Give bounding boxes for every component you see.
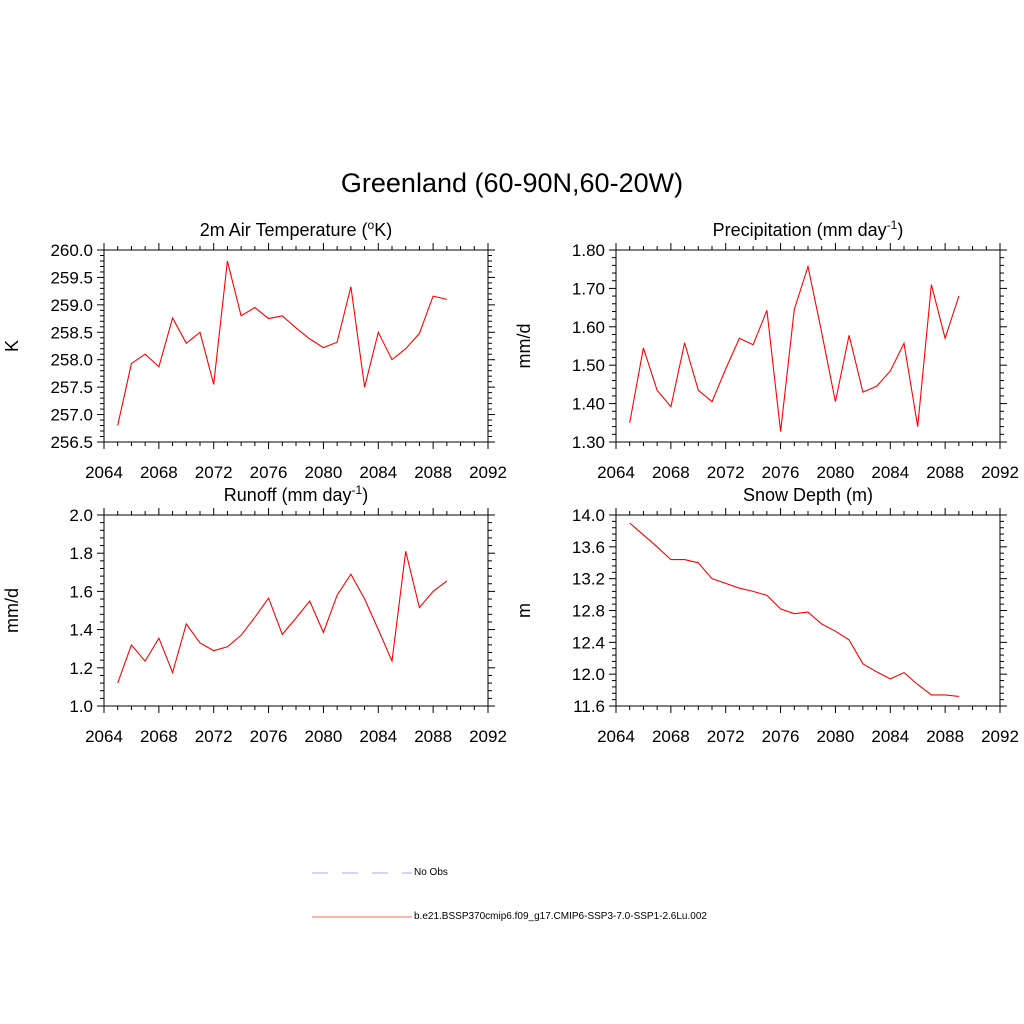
x-tick-label: 2064: [597, 727, 635, 746]
x-tick-label: 2092: [981, 463, 1019, 482]
x-tick-label: 2064: [85, 727, 123, 746]
x-tick-label: 2080: [817, 463, 855, 482]
y-tick-label: 259.0: [50, 296, 93, 315]
panel-1: 2064 2068 2072 2076 2080 2084 2088 2092 1.30 1.40…: [514, 218, 1019, 482]
x-tick-label: 2088: [414, 463, 452, 482]
x-tick-label: 2068: [652, 463, 690, 482]
x-tick-label: 2084: [359, 463, 397, 482]
x-tick-label: 2084: [359, 727, 397, 746]
x-tick-label: 2068: [140, 463, 178, 482]
x-tick-label: 2092: [469, 463, 507, 482]
y-tick-label: 12.0: [572, 665, 605, 684]
y-tick-label: 13.6: [572, 538, 605, 557]
y-axis-label: K: [2, 340, 22, 352]
y-tick-label: 13.2: [572, 570, 605, 589]
y-axis-label: m: [514, 603, 534, 618]
x-tick-label: 2088: [414, 727, 452, 746]
y-tick-label: 260.0: [50, 241, 93, 260]
x-tick-label: 2072: [195, 727, 233, 746]
y-tick-label: 1.60: [572, 318, 605, 337]
x-tick-label: 2068: [652, 727, 690, 746]
x-tick-label: 2076: [762, 463, 800, 482]
y-tick-label: 2.0: [69, 506, 93, 525]
y-tick-label: 1.2: [69, 659, 93, 678]
x-tick-label: 2068: [140, 727, 178, 746]
figure-title: Greenland (60-90N,60-20W): [340, 168, 684, 198]
y-tick-label: 256.5: [50, 433, 93, 452]
x-tick-label: 2080: [817, 727, 855, 746]
x-tick-label: 2080: [305, 463, 343, 482]
x-tick-label: 2088: [926, 727, 964, 746]
y-tick-label: 1.40: [572, 395, 605, 414]
y-tick-label: 14.0: [572, 506, 605, 525]
y-tick-label: 1.80: [572, 241, 605, 260]
panel-0: 2064 2068 2072 2076 2080 2084 2088 2092 256.5 257…: [2, 218, 507, 482]
y-tick-label: 1.0: [69, 697, 93, 716]
x-tick-label: 2076: [762, 727, 800, 746]
series-line: [629, 522, 959, 697]
y-tick-label: 1.30: [572, 433, 605, 452]
y-axis-label: mm/d: [2, 588, 22, 633]
x-tick-label: 2076: [250, 463, 288, 482]
y-tick-label: 1.50: [572, 356, 605, 375]
y-tick-label: 257.0: [50, 406, 93, 425]
series-line: [117, 260, 448, 426]
panel-3: 2064 2068 2072 2076 2080 2084 2088 2092 11.6 12.0…: [514, 485, 1019, 746]
x-tick-label: 2092: [469, 727, 507, 746]
x-tick-label: 2080: [305, 727, 343, 746]
y-tick-label: 12.4: [572, 633, 605, 652]
panel-title: Precipitation (mm day-1): [713, 218, 904, 240]
y-tick-label: 1.6: [69, 582, 93, 601]
x-tick-label: 2092: [981, 727, 1019, 746]
y-tick-label: 258.5: [50, 323, 93, 342]
y-tick-label: 258.0: [50, 351, 93, 370]
y-tick-label: 1.8: [69, 544, 93, 563]
y-tick-label: 11.6: [573, 697, 605, 716]
y-tick-label: 257.5: [50, 378, 93, 397]
panel-title: Snow Depth (m): [743, 485, 873, 505]
x-tick-label: 2072: [707, 727, 745, 746]
y-tick-label: 1.4: [69, 621, 93, 640]
x-tick-label: 2076: [250, 727, 288, 746]
x-tick-label: 2088: [926, 463, 964, 482]
x-tick-label: 2072: [707, 463, 745, 482]
y-tick-label: 12.8: [572, 602, 605, 621]
x-tick-label: 2084: [871, 463, 909, 482]
panel-title: 2m Air Temperature (oK): [200, 218, 392, 240]
y-axis-label: mm/d: [514, 324, 534, 369]
series-line: [629, 264, 960, 432]
panel-2: 2064 2068 2072 2076 2080 2084 2088 2092 1.0 1.2 1.…: [2, 483, 507, 746]
x-tick-label: 2064: [85, 463, 123, 482]
y-tick-label: 1.70: [572, 279, 605, 298]
x-tick-label: 2072: [195, 463, 233, 482]
series-line: [117, 551, 448, 684]
x-tick-label: 2084: [871, 727, 909, 746]
panel-title: Runoff (mm day-1): [224, 483, 368, 505]
legend-label-model: b.e21.BSSP370cmip6.f09_g17.CMIP6-SSP3-7.…: [414, 911, 707, 922]
y-tick-label: 259.5: [50, 268, 93, 287]
x-tick-label: 2064: [597, 463, 635, 482]
legend-label-no-obs: No Obs: [414, 867, 448, 878]
